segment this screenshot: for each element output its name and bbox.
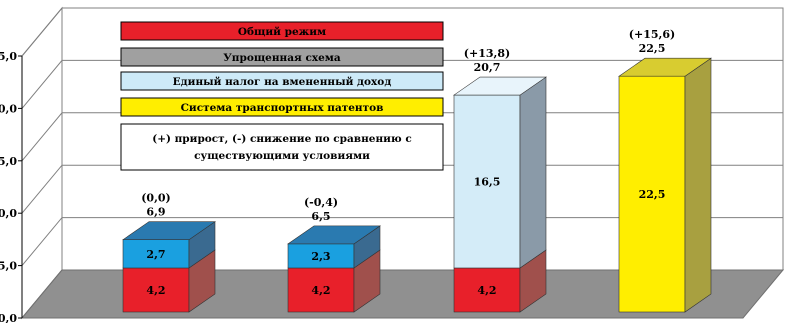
bar-segment-front <box>287 243 355 269</box>
chart-legend: Общий режим Упрощенная схема Единый налог … <box>120 21 444 171</box>
bar-segment-label: 4,2 <box>311 284 330 297</box>
y-tick-label: 0,0 <box>0 312 17 323</box>
bar-top-face <box>122 221 216 240</box>
bar-segment-front <box>122 267 190 313</box>
legend-note-box <box>120 123 444 171</box>
y-tick-label: 5,0 <box>0 260 17 273</box>
bar-segment-side <box>684 57 712 313</box>
chart-data-labels: 4,2 2,7 6,9(0,0) 4,2 2,3 6,5(-0,4) 4,2 16,5 20,7… <box>141 28 675 297</box>
bar-change-label: (+13,8) <box>464 47 510 60</box>
bar-total-label: 22,5 <box>639 42 666 55</box>
legend-item-box <box>120 71 444 91</box>
legend-item-label: Система транспортных патентов <box>181 102 384 114</box>
bar-total-label: 6,9 <box>146 206 165 219</box>
bar-segment-label: 16,5 <box>474 176 501 189</box>
bar-segment-label: 4,2 <box>146 284 165 297</box>
chart-bars <box>122 57 712 313</box>
legend-item-label: Единый налог на вмененный доход <box>173 76 392 88</box>
bar-segment-label: 4,2 <box>477 284 496 297</box>
bar-segment-label: 22,5 <box>639 188 666 201</box>
bar-total-label: 6,5 <box>311 210 330 223</box>
gridline <box>21 7 783 57</box>
legend-item-box <box>120 21 444 41</box>
side-wall-panel <box>21 6 63 320</box>
bar-change-label: (+15,6) <box>629 28 675 41</box>
bar-segment-front <box>453 94 521 269</box>
legend-note-line: (+) прирост, (-) снижение по сравнению с <box>152 133 412 145</box>
bar-total-label: 20,7 <box>474 61 501 74</box>
legend-item-label: Упрощенная схема <box>223 52 341 64</box>
bar-segment-front <box>618 75 686 313</box>
y-tick-label: 25,0 <box>0 50 17 63</box>
bar-top-face <box>453 76 547 96</box>
legend-item-label: Общий режим <box>238 26 326 38</box>
y-axis: 0,0 5,0 10,0 15,0 20,0 25,0 <box>0 50 23 323</box>
bar-segment-front <box>287 267 355 313</box>
bar-segment-label: 2,3 <box>311 250 330 263</box>
bar-segment-front <box>453 267 521 313</box>
bar-top-face <box>287 225 381 245</box>
bar-change-label: (-0,4) <box>304 196 338 209</box>
y-tick-label: 10,0 <box>0 207 17 220</box>
y-tick-label: 20,0 <box>0 102 17 115</box>
gridline <box>21 59 783 109</box>
legend-item-box <box>120 97 444 117</box>
bar-change-label: (0,0) <box>141 192 171 205</box>
bar-top-face <box>618 57 712 77</box>
legend-note-line: существующими условиями <box>194 150 370 162</box>
bar-segment-label: 2,7 <box>146 248 165 261</box>
bar-segment-side <box>519 76 547 269</box>
y-tick-label: 15,0 <box>0 155 17 168</box>
legend-item-box <box>120 47 444 67</box>
